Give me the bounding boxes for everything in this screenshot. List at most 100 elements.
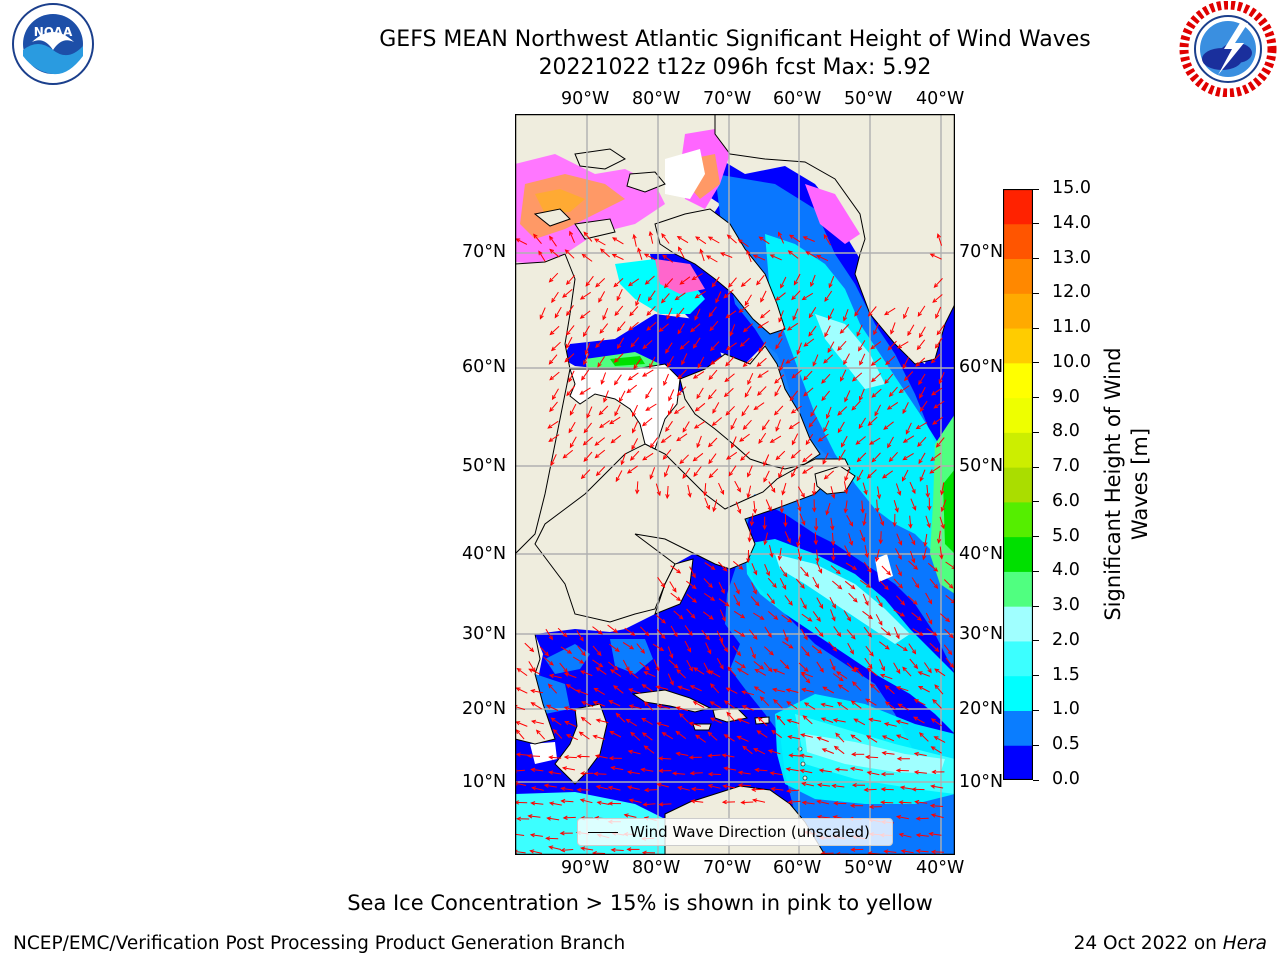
wind-wave-arrow-head bbox=[858, 424, 863, 430]
wind-wave-arrow-head bbox=[881, 474, 887, 479]
wind-wave-arrow bbox=[769, 545, 773, 558]
wind-wave-arrow bbox=[524, 642, 534, 652]
wind-wave-arrow-head bbox=[903, 376, 909, 382]
wind-wave-arrow bbox=[515, 238, 528, 245]
wind-wave-arrow-head bbox=[735, 601, 740, 607]
wind-wave-arrow bbox=[528, 755, 541, 757]
wind-wave-arrow-head bbox=[883, 310, 890, 316]
wind-wave-arrow-head bbox=[668, 396, 673, 402]
wind-wave-arrow bbox=[734, 480, 741, 492]
wind-wave-arrow-head bbox=[725, 455, 731, 460]
wind-wave-arrow-head bbox=[767, 506, 772, 512]
wind-wave-arrow-head bbox=[851, 681, 857, 686]
wind-wave-arrow-head bbox=[803, 702, 809, 707]
wind-wave-arrow bbox=[592, 626, 603, 635]
wind-wave-arrow-head bbox=[586, 413, 591, 419]
wind-wave-arrow bbox=[854, 667, 864, 677]
wind-wave-arrow bbox=[737, 736, 749, 742]
wind-wave-arrow-head bbox=[730, 425, 735, 431]
wind-wave-arrow bbox=[875, 549, 880, 562]
wind-wave-arrow-head bbox=[548, 635, 554, 641]
wind-wave-arrow-head bbox=[671, 771, 677, 776]
wind-wave-arrow-head bbox=[689, 685, 695, 690]
wind-wave-arrow bbox=[908, 643, 916, 654]
wind-wave-arrow-head bbox=[821, 379, 826, 384]
wind-wave-arrow-head bbox=[801, 800, 807, 806]
wind-wave-arrow-head bbox=[881, 751, 887, 756]
wind-wave-arrow bbox=[662, 732, 674, 740]
wind-wave-arrow-head bbox=[533, 233, 538, 239]
wind-wave-arrow-head bbox=[818, 768, 824, 773]
wind-wave-arrow bbox=[828, 641, 837, 652]
wind-wave-arrow-head bbox=[673, 632, 678, 638]
wind-wave-arrow bbox=[789, 754, 802, 757]
wind-wave-arrow-head bbox=[880, 800, 886, 805]
wind-wave-arrow-head bbox=[581, 375, 586, 381]
wind-wave-arrow-head bbox=[801, 781, 807, 787]
wind-wave-arrow-head bbox=[812, 507, 817, 513]
wind-wave-arrow-head bbox=[689, 771, 695, 776]
wind-wave-arrow bbox=[566, 734, 579, 741]
wind-wave-arrow bbox=[908, 533, 916, 545]
wind-wave-arrow bbox=[903, 435, 915, 443]
wind-wave-arrow-head bbox=[896, 344, 902, 349]
wind-wave-arrow-head bbox=[552, 728, 558, 734]
wind-wave-arrow bbox=[734, 660, 746, 669]
wind-wave-arrow-head bbox=[801, 687, 807, 693]
wind-wave-arrow bbox=[563, 449, 574, 459]
wind-wave-arrow bbox=[778, 465, 784, 478]
wind-wave-arrow-head bbox=[834, 767, 840, 772]
wind-wave-arrow bbox=[695, 290, 706, 299]
wind-wave-arrow-head bbox=[595, 785, 601, 790]
wind-wave-arrow bbox=[779, 577, 787, 590]
wind-wave-arrow-head bbox=[660, 438, 666, 444]
wind-wave-arrow bbox=[824, 470, 835, 480]
wind-wave-arrow-head bbox=[817, 782, 823, 788]
wind-wave-arrow-head bbox=[800, 733, 806, 738]
wind-wave-arrow-head bbox=[931, 769, 937, 775]
wind-wave-arrow bbox=[709, 670, 721, 678]
wind-wave-arrow-head bbox=[777, 555, 783, 561]
wind-wave-arrow bbox=[531, 802, 544, 805]
wind-wave-arrow-head bbox=[773, 615, 779, 620]
wind-wave-arrow bbox=[867, 667, 878, 677]
wind-wave-arrow bbox=[673, 772, 686, 775]
wind-wave-arrow-head bbox=[900, 600, 906, 606]
wind-wave-arrow-head bbox=[656, 704, 663, 709]
wind-wave-arrow bbox=[880, 674, 893, 680]
wind-wave-arrow bbox=[763, 454, 770, 466]
wind-wave-arrow-head bbox=[544, 651, 550, 657]
wind-wave-arrow bbox=[642, 369, 654, 377]
colorbar-segment bbox=[1003, 223, 1033, 260]
wind-wave-arrow-head bbox=[850, 847, 856, 852]
wind-wave-arrow bbox=[545, 628, 553, 640]
wind-wave-arrow bbox=[710, 717, 723, 724]
wind-wave-arrow-head bbox=[883, 425, 889, 430]
lat-label-left: 70°N bbox=[462, 242, 507, 262]
wind-wave-arrow-head bbox=[655, 685, 661, 690]
wind-wave-arrow-head bbox=[746, 558, 751, 564]
colorbar-tick-mark bbox=[1033, 431, 1039, 433]
wind-wave-arrow-head bbox=[933, 736, 939, 741]
svg-text:NOAA: NOAA bbox=[34, 25, 73, 39]
wind-wave-arrow bbox=[753, 661, 764, 670]
wind-wave-arrow bbox=[917, 436, 927, 447]
wind-wave-arrow-head bbox=[756, 391, 762, 396]
wind-wave-arrow-head bbox=[724, 377, 730, 383]
wind-wave-arrow-head bbox=[855, 440, 861, 445]
colorbar-tick-mark bbox=[1033, 744, 1039, 746]
wind-wave-arrow-head bbox=[886, 405, 892, 410]
wind-wave-arrow-head bbox=[786, 538, 791, 544]
wind-wave-arrow bbox=[655, 483, 661, 496]
credit-right: 24 Oct 2022 on Hera bbox=[1074, 933, 1267, 954]
wind-wave-arrow bbox=[800, 754, 813, 758]
wind-wave-arrow bbox=[866, 756, 879, 759]
wind-wave-arrow bbox=[617, 321, 626, 332]
wind-wave-arrow bbox=[594, 238, 606, 246]
wind-wave-arrow-head bbox=[897, 490, 902, 496]
wind-wave-arrow bbox=[932, 294, 943, 303]
wind-wave-arrow bbox=[818, 433, 829, 442]
wind-wave-arrow-head bbox=[742, 745, 748, 751]
wind-wave-arrow bbox=[729, 324, 736, 336]
wind-wave-arrow-head bbox=[836, 671, 842, 676]
